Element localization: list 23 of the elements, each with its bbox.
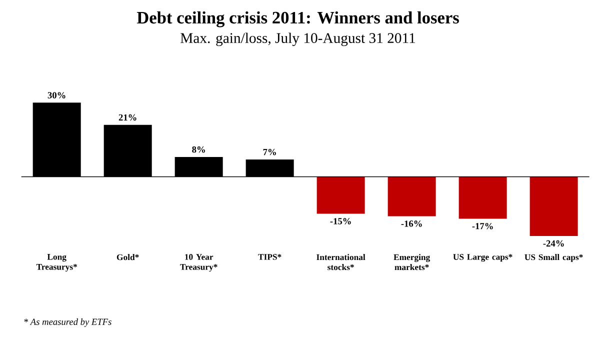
x-tick-label: Gold*	[116, 254, 139, 260]
bar	[316, 176, 365, 214]
data-label: 30%	[48, 92, 66, 99]
bar	[530, 176, 578, 236]
x-tick-label: International stocks*	[316, 254, 366, 270]
x-tick-label: US Small caps*	[524, 254, 583, 262]
x-tick-label: Emerging markets*	[394, 254, 430, 270]
data-label: -15%	[330, 218, 351, 225]
bar	[458, 176, 507, 219]
data-label: 8%	[192, 146, 205, 153]
data-label: -17%	[472, 223, 493, 230]
data-label: 7%	[263, 149, 276, 156]
x-tick-label: TIPS*	[258, 254, 282, 260]
x-tick-label: 10 Year Treasury*	[180, 254, 218, 272]
data-label: 21%	[118, 114, 136, 121]
chart-subtitle: Max. gain/loss, July 10-August 31 2011	[180, 32, 415, 46]
data-label: -24%	[543, 240, 564, 247]
text: * As measured by ETFs	[24, 318, 112, 328]
data-label: -16%	[401, 220, 422, 228]
chart-title: Debt ceiling crisis 2011: Winners and losers	[136, 12, 459, 28]
x-tick-label: Long Treasurys*	[36, 254, 78, 272]
bar	[388, 176, 436, 216]
x-tick-label: US Large caps*	[453, 254, 512, 262]
